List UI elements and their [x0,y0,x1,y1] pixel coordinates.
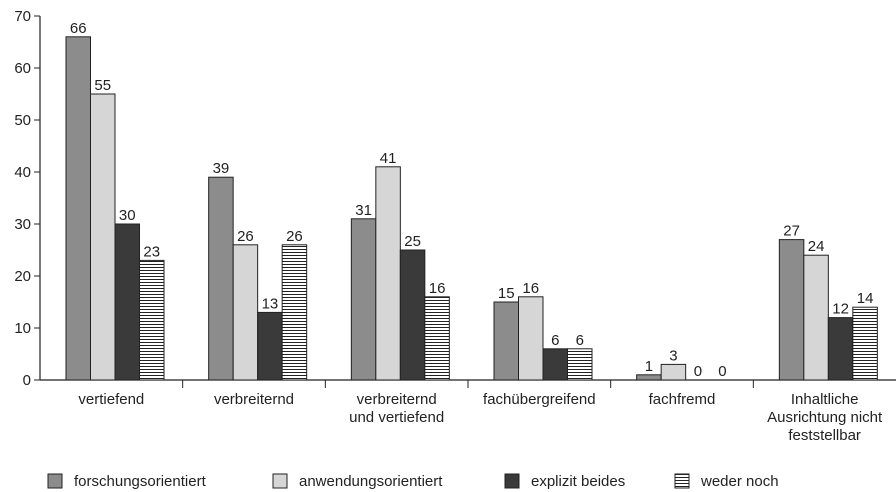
data-label: 6 [576,332,584,349]
bar [542,348,568,381]
legend-swatch [504,473,520,489]
bar [493,301,519,381]
data-label: 39 [213,160,230,177]
data-label: 14 [857,290,874,307]
bar [778,239,805,381]
data-label: 55 [94,77,111,94]
bar [827,317,854,381]
bar [350,218,377,381]
data-label: 6 [551,332,559,349]
legend-label: forschungsorientiert [74,473,207,490]
data-label: 66 [70,20,87,37]
legend-swatch [272,473,288,489]
data-label: 3 [669,347,677,364]
bar [424,296,450,381]
y-tick-label: 50 [14,112,31,129]
data-label: 41 [380,150,397,167]
data-label: 0 [718,363,726,380]
bar [852,306,878,381]
bar [65,36,91,381]
y-tick-label: 40 [14,164,31,181]
data-label: 0 [694,363,702,380]
bar [660,363,687,381]
bar [803,254,829,381]
x-tick-label: vertiefend [78,391,144,408]
legend-label: weder noch [700,473,779,490]
x-tick-label: Inhaltliche Ausrichtung nicht feststellbar [767,391,883,444]
y-tick-label: 70 [14,8,31,25]
bar [208,176,234,381]
legend-label: anwendungsorientiert [299,473,443,490]
data-label: 13 [262,295,279,312]
data-label: 26 [286,228,303,245]
y-tick-label: 0 [23,372,31,389]
bar [518,296,544,381]
bar [375,166,401,381]
bar [636,374,662,381]
x-tick-label: verbreiternd und vertiefend [349,391,444,426]
bar [90,93,116,381]
data-label: 23 [143,243,160,260]
y-tick-label: 10 [14,320,31,337]
bar [281,244,308,381]
data-label: 12 [832,301,849,318]
y-tick-label: 30 [14,216,31,233]
x-tick-label: fachübergreifend [483,391,596,408]
bar [114,223,140,381]
bar [257,311,283,381]
x-tick-label: fachfremd [649,391,716,408]
legend-label: explizit beides [531,473,625,490]
y-tick-label: 60 [14,60,31,77]
data-label: 30 [119,207,136,224]
data-label: 15 [498,285,515,302]
legend-swatch [47,473,63,489]
bar [232,244,259,381]
data-label: 16 [429,280,446,297]
x-tick-label: verbreiternd [214,391,294,408]
data-label: 1 [645,358,653,375]
legend-swatch [674,473,690,489]
data-label: 24 [808,238,825,255]
data-label: 27 [783,223,800,240]
bar [399,249,426,381]
data-label: 16 [522,280,539,297]
data-label: 25 [404,233,421,250]
bar [567,348,593,381]
data-label: 26 [237,228,254,245]
y-tick-label: 20 [14,268,31,285]
data-label: 31 [355,202,372,219]
bar [139,259,165,381]
